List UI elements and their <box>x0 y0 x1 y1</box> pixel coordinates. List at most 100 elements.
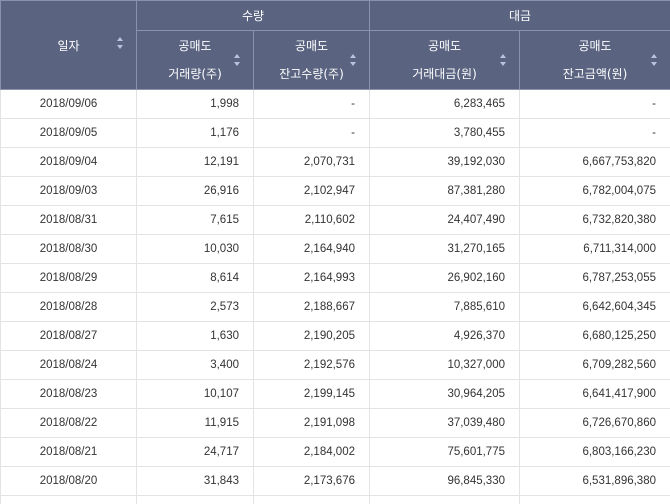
cell-short-balance: 2,102,947 <box>254 177 370 206</box>
cell-date: 2018/08/20 <box>1 467 137 496</box>
column-header-short-amount-line1: 공매도 <box>370 32 519 60</box>
cell-date: 2018/09/03 <box>1 177 137 206</box>
cell-date: 2018/09/04 <box>1 148 137 177</box>
cell-short-balance: - <box>254 90 370 119</box>
cell-date: 2018/08/21 <box>1 438 137 467</box>
cell-short-balance: 2,110,602 <box>254 206 370 235</box>
cell-short-amount: 24,407,490 <box>370 206 520 235</box>
group-header-amount: 대금 <box>370 1 670 31</box>
cell-date: 2018/08/30 <box>1 235 137 264</box>
column-header-short-balance[interactable]: 공매도 잔고수량(주) <box>254 31 370 90</box>
cell-short-volume: 12,191 <box>137 148 254 177</box>
cell-short-amount: 26,902,160 <box>370 264 520 293</box>
cell-short-volume: 1,176 <box>137 119 254 148</box>
cell-date: 2018/08/22 <box>1 409 137 438</box>
cell-short-volume: 26,916 <box>137 177 254 206</box>
cell-short-balance-amount: 6,642,604,345 <box>520 293 670 322</box>
column-header-short-volume[interactable]: 공매도 거래량(주) <box>137 31 254 90</box>
cell-short-balance-amount: 6,641,417,900 <box>520 380 670 409</box>
cell-short-volume: 8,614 <box>137 264 254 293</box>
sort-icon[interactable] <box>116 37 124 49</box>
cell-short-amount: 31,270,165 <box>370 235 520 264</box>
sort-icon[interactable] <box>349 54 357 66</box>
cell-short-balance-amount: - <box>520 90 670 119</box>
cell-short-volume: 2,573 <box>137 293 254 322</box>
cell-short-amount: 4,926,370 <box>370 322 520 351</box>
cell-short-amount: 96,845,330 <box>370 467 520 496</box>
group-header-volume: 수량 <box>137 1 370 31</box>
cell-short-volume: 31,843 <box>137 467 254 496</box>
cell-short-balance: 2,190,205 <box>254 322 370 351</box>
column-header-short-amount-line2: 거래대금(원) <box>370 60 519 88</box>
column-header-short-amount[interactable]: 공매도 거래대금(원) <box>370 31 520 90</box>
cell-short-amount: 30,964,205 <box>370 380 520 409</box>
sort-icon[interactable] <box>650 54 658 66</box>
cell-short-balance: 2,173,676 <box>254 467 370 496</box>
cell-short-volume: 10,030 <box>137 235 254 264</box>
cell-short-balance-amount: 6,787,253,055 <box>520 264 670 293</box>
cell-short-volume: 11,915 <box>137 409 254 438</box>
cell-short-balance: 2,188,667 <box>254 293 370 322</box>
cell-short-balance: 2,070,731 <box>254 148 370 177</box>
cell-short-amount: 3,780,455 <box>370 119 520 148</box>
cell-short-balance: 2,192,576 <box>254 351 370 380</box>
cell-short-volume: 1,998 <box>137 90 254 119</box>
cell-date: 2018/09/06 <box>1 90 137 119</box>
cell-short-balance-amount: 6,732,820,380 <box>520 206 670 235</box>
column-header-date-label: 일자 <box>57 39 79 53</box>
cell-date: 2018/08/29 <box>1 264 137 293</box>
cell-short-balance: 2,199,145 <box>254 380 370 409</box>
cell-short-volume: 10,107 <box>137 380 254 409</box>
cell-short-amount: 75,601,775 <box>370 438 520 467</box>
cell-date: 2018/09/05 <box>1 119 137 148</box>
column-header-short-balance-amount-line1: 공매도 <box>520 32 670 60</box>
cell-date: 2018/08/23 <box>1 380 137 409</box>
cell-short-amount: 87,381,280 <box>370 177 520 206</box>
cell-short-volume: 3,400 <box>137 351 254 380</box>
cell-short-balance-amount: 6,726,670,860 <box>520 409 670 438</box>
header-group-row: 일자 수량 대금 <box>1 1 670 31</box>
cell-short-balance: 2,184,002 <box>254 438 370 467</box>
cell-short-balance: 2,164,993 <box>254 264 370 293</box>
sort-icon[interactable] <box>233 54 241 66</box>
cell-short-amount: 37,039,480 <box>370 409 520 438</box>
cell-short-balance-amount: 6,680,125,250 <box>520 322 670 351</box>
cell-short-balance-amount: 6,711,314,000 <box>520 235 670 264</box>
column-header-short-balance-amount[interactable]: 공매도 잔고금액(원) <box>520 31 670 90</box>
cell-date: 2018/08/31 <box>1 206 137 235</box>
cell-short-volume: 1,630 <box>137 322 254 351</box>
cell-short-balance-amount: 6,709,282,560 <box>520 351 670 380</box>
column-header-short-balance-amount-line2: 잔고금액(원) <box>520 60 670 88</box>
cell-date: 2018/08/27 <box>1 322 137 351</box>
cell-short-balance: - <box>254 119 370 148</box>
cell-short-balance: 2,164,940 <box>254 235 370 264</box>
cell-short-amount: 39,192,030 <box>370 148 520 177</box>
cell-date: 2018/08/28 <box>1 293 137 322</box>
cell-short-balance-amount: 6,667,753,820 <box>520 148 670 177</box>
cell-short-balance: 2,191,098 <box>254 409 370 438</box>
cell-date: 2018/08/24 <box>1 351 137 380</box>
cell-short-amount: 6,283,465 <box>370 90 520 119</box>
cell-short-balance-amount: - <box>520 119 670 148</box>
cell-short-volume: 7,615 <box>137 206 254 235</box>
cell-short-balance-amount: 6,531,896,380 <box>520 467 670 496</box>
sort-icon[interactable] <box>499 54 507 66</box>
cell-short-balance-amount: 6,803,166,230 <box>520 438 670 467</box>
column-header-date[interactable]: 일자 <box>1 1 137 90</box>
